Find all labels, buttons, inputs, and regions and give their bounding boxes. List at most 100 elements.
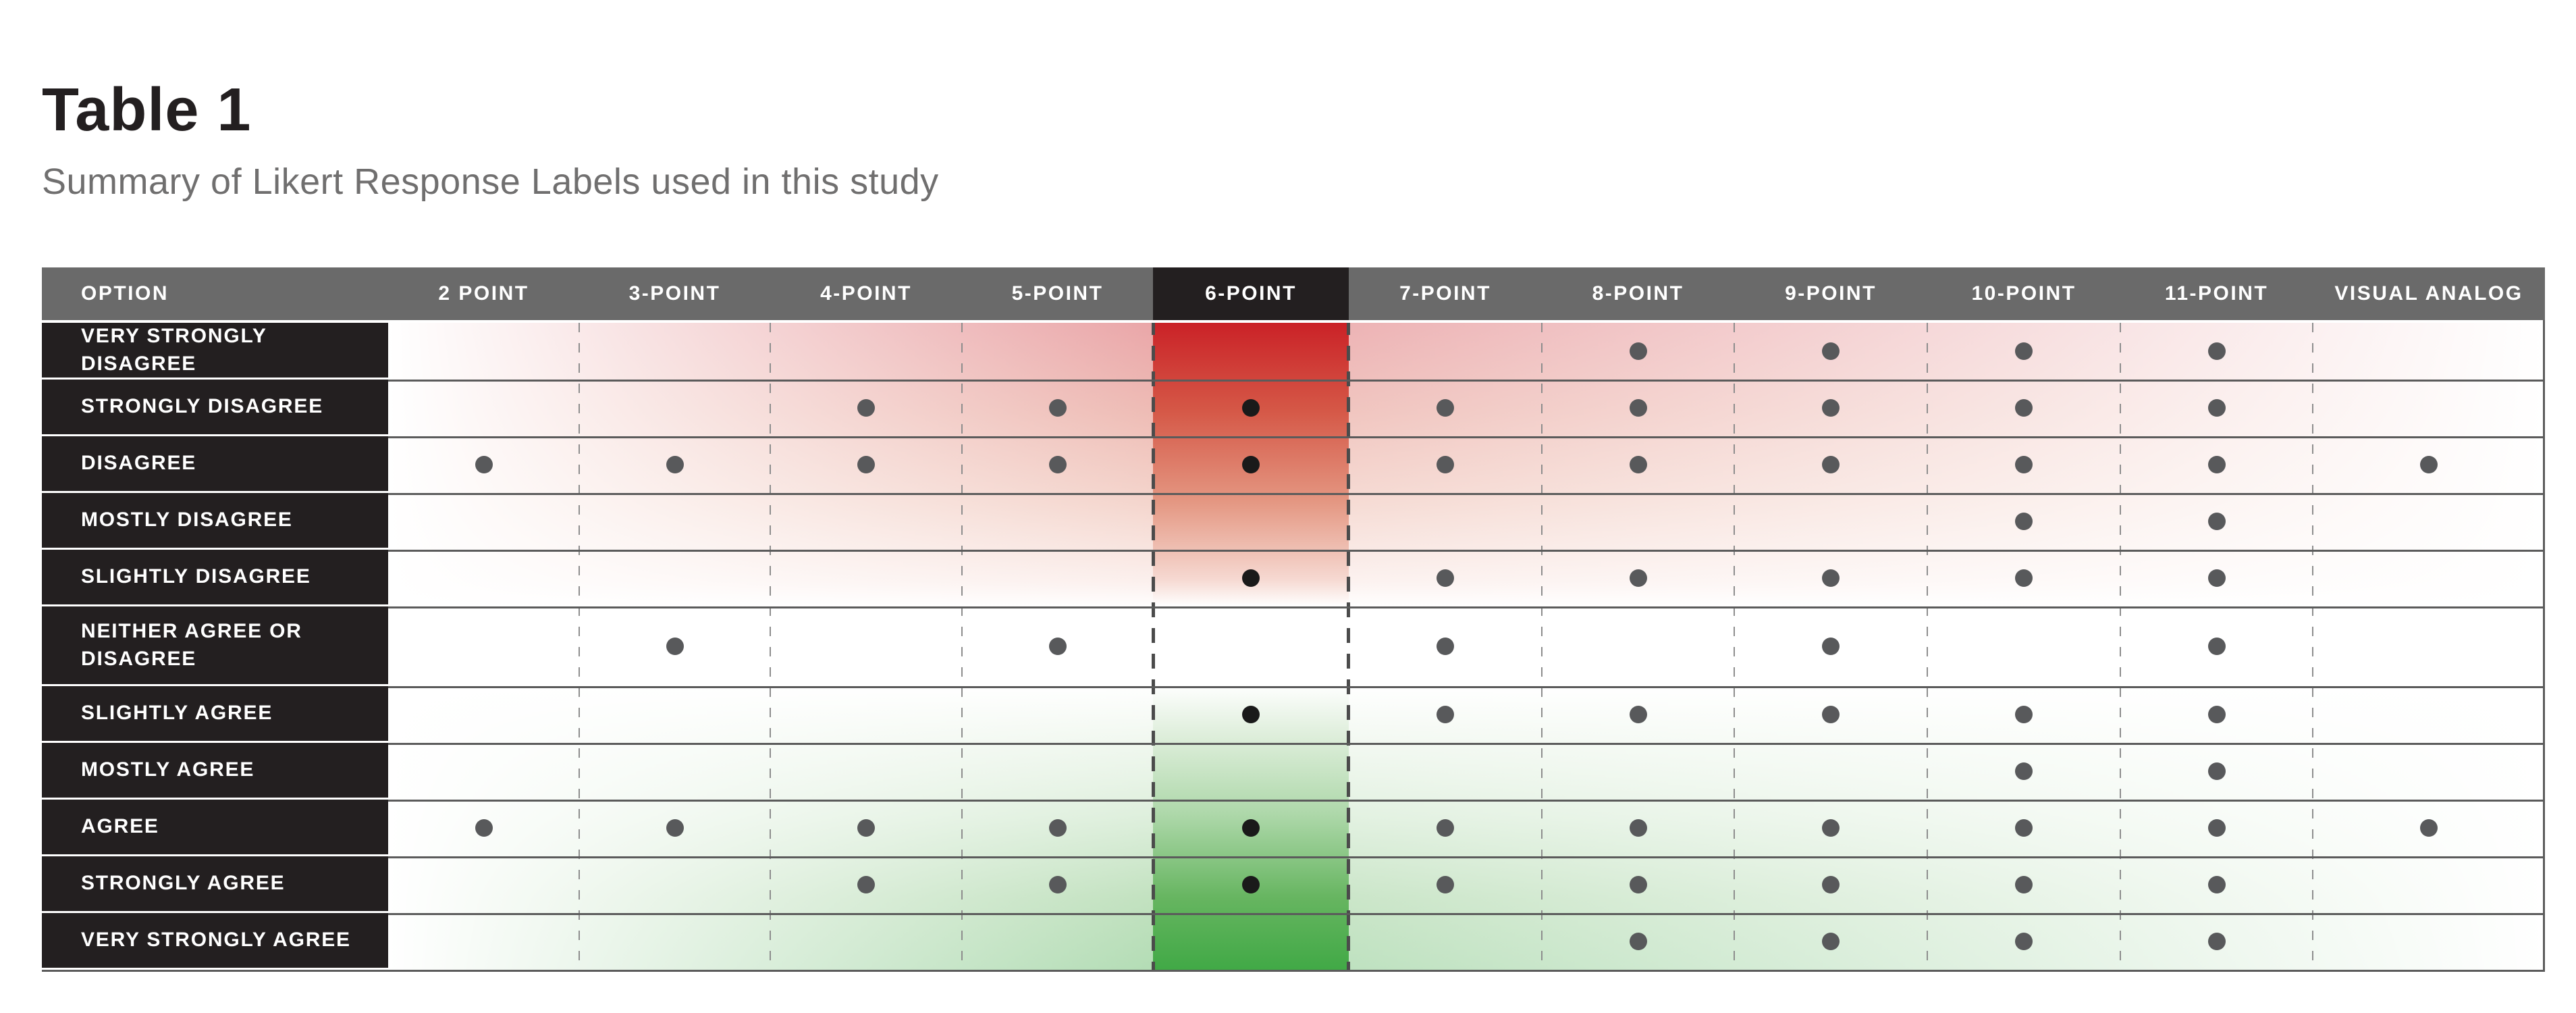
- dot-6: [1242, 876, 1260, 893]
- column-header-va: VISUAL ANALOG: [2313, 267, 2545, 320]
- dot-9: [1822, 456, 1840, 473]
- dot-4: [857, 819, 875, 837]
- dot-8: [1629, 399, 1647, 417]
- dot-11: [2207, 876, 2226, 893]
- dot-9: [1822, 819, 1840, 837]
- column-separator: [1541, 323, 1542, 970]
- dot-11: [2207, 456, 2226, 473]
- column-header-2: 2 POINT: [388, 267, 579, 320]
- row-separator: [42, 380, 2545, 382]
- column-separator: [2120, 323, 2121, 970]
- dot-11: [2207, 399, 2226, 417]
- row-label-text: MOSTLY AGREE: [81, 758, 255, 781]
- table-right-border: [2543, 320, 2545, 972]
- column-header-7: 7-POINT: [1349, 267, 1542, 320]
- dot-8: [1629, 456, 1647, 473]
- row-label-text: SLIGHTLY AGREE: [81, 702, 273, 725]
- dot-11: [2207, 762, 2226, 780]
- dot-10: [2015, 933, 2033, 950]
- row-separator: [42, 913, 2545, 915]
- dot-8: [1629, 933, 1647, 950]
- row-label: MOSTLY DISAGREE: [42, 493, 388, 548]
- dot-10: [2015, 876, 2033, 893]
- row-label-text: VERY STRONGLY AGREE: [81, 929, 351, 952]
- dot-4: [857, 456, 875, 473]
- row-label-text: SLIGHTLY DISAGREE: [81, 565, 311, 588]
- dot-3: [666, 638, 684, 655]
- dot-10: [2015, 569, 2033, 587]
- row-separator: [42, 970, 2545, 972]
- row-separator: [42, 743, 2545, 745]
- dot-7: [1437, 819, 1454, 837]
- row-label-text: STRONGLY AGREE: [81, 872, 286, 895]
- six-point-highlight-column: [1153, 320, 1349, 970]
- dot-9: [1822, 933, 1840, 950]
- dot-2: [475, 819, 493, 837]
- column-separator: [2312, 323, 2313, 970]
- dot-10: [2015, 513, 2033, 530]
- dot-va: [2420, 819, 2438, 837]
- column-header-8: 8-POINT: [1542, 267, 1734, 320]
- dot-8: [1629, 569, 1647, 587]
- dot-11: [2207, 933, 2226, 950]
- dot-9: [1822, 342, 1840, 360]
- dot-9: [1822, 569, 1840, 587]
- row-label-text: VERY STRONGLY DISAGREE: [81, 325, 267, 375]
- dot-9: [1822, 706, 1840, 723]
- row-label-text: DISAGREE: [81, 452, 197, 475]
- dot-8: [1629, 706, 1647, 723]
- row-label: VERY STRONGLY DISAGREE: [42, 323, 388, 378]
- column-header-11: 11-POINT: [2120, 267, 2313, 320]
- row-label: AGREE: [42, 800, 388, 854]
- row-separator: [42, 550, 2545, 552]
- row-label: STRONGLY AGREE: [42, 856, 388, 911]
- row-label: STRONGLY DISAGREE: [42, 380, 388, 434]
- column-separator: [579, 323, 580, 970]
- column-header-6: 6-POINT: [1153, 267, 1349, 320]
- column-separator: [1734, 323, 1735, 970]
- column-separator: [770, 323, 771, 970]
- dot-7: [1437, 876, 1454, 893]
- highlight-column-right-border: [1347, 320, 1350, 970]
- dot-11: [2207, 819, 2226, 837]
- dot-5: [1048, 399, 1067, 417]
- dot-5: [1048, 638, 1067, 655]
- row-label: SLIGHTLY AGREE: [42, 686, 388, 741]
- column-header-4: 4-POINT: [770, 267, 962, 320]
- row-label-text: MOSTLY DISAGREE: [81, 509, 293, 531]
- dot-5: [1048, 819, 1067, 837]
- dot-7: [1437, 706, 1454, 723]
- dot-9: [1822, 399, 1840, 417]
- row-label: DISAGREE: [42, 436, 388, 491]
- dot-4: [857, 399, 875, 417]
- dot-3: [666, 819, 684, 837]
- dot-9: [1822, 638, 1840, 655]
- dot-2: [475, 456, 493, 473]
- column-header-3: 3-POINT: [579, 267, 770, 320]
- dot-9: [1822, 876, 1840, 893]
- dot-8: [1629, 876, 1647, 893]
- dot-8: [1629, 342, 1647, 360]
- dot-6: [1242, 819, 1260, 837]
- gradient-background: [388, 323, 2545, 970]
- row-separator: [42, 493, 2545, 495]
- dot-8: [1629, 819, 1647, 837]
- highlight-column-left-border: [1152, 320, 1155, 970]
- dot-10: [2015, 819, 2033, 837]
- row-separator: [42, 686, 2545, 688]
- column-separator: [1927, 323, 1928, 970]
- table-title: Table 1: [42, 76, 252, 144]
- column-header-9: 9-POINT: [1734, 267, 1927, 320]
- row-separator: [42, 606, 2545, 608]
- column-header-10: 10-POINT: [1927, 267, 2120, 320]
- table-subtitle: Summary of Likert Response Labels used i…: [42, 161, 939, 202]
- dot-10: [2015, 706, 2033, 723]
- dot-5: [1048, 876, 1067, 893]
- header-underline: [42, 320, 2545, 323]
- column-separator: [961, 323, 963, 970]
- column-header-5: 5-POINT: [962, 267, 1153, 320]
- title-block: Table 1 Summary of Likert Response Label…: [42, 80, 939, 200]
- row-separator: [42, 856, 2545, 858]
- dot-11: [2207, 706, 2226, 723]
